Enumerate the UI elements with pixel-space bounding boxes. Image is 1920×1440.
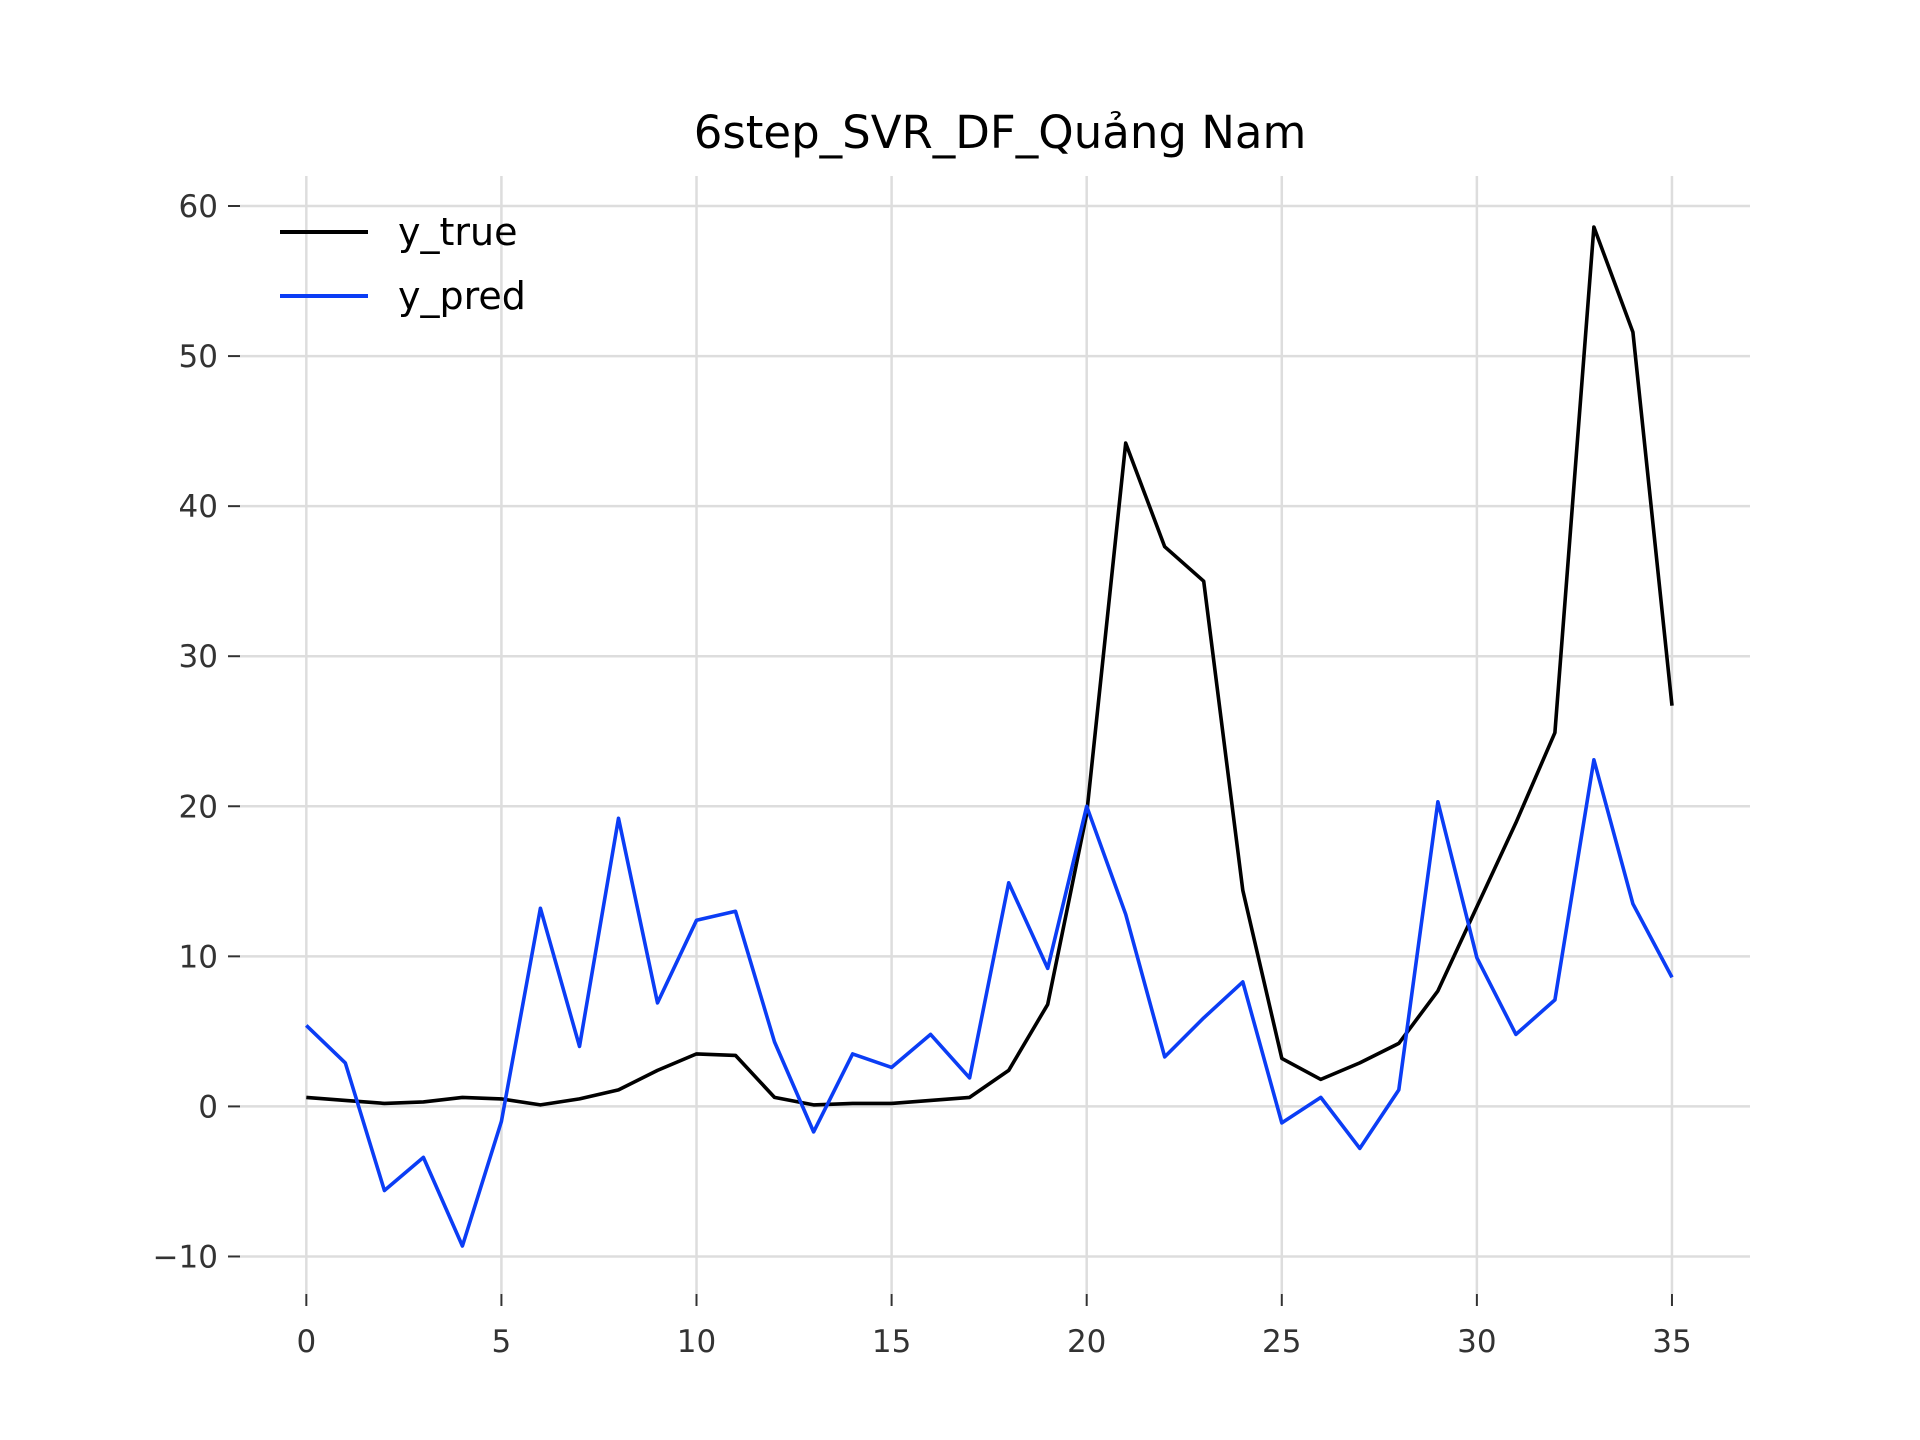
x-tick-label: 10: [677, 1324, 716, 1360]
axis-ticks: 0 5 10 15 20 25 30 35 −10 0 10 20 30 40 50 60: [153, 189, 1692, 1360]
x-tick-label: 5: [492, 1324, 512, 1360]
series-line-y-true: [306, 225, 1674, 1107]
x-tick-label: 20: [1067, 1324, 1106, 1360]
y-tick-label: 60: [179, 189, 218, 225]
y-tick-label: 20: [179, 789, 218, 825]
x-tick-label: 30: [1457, 1324, 1496, 1360]
series-line-y-pred: [305, 757, 1674, 1248]
y-tick-label: 40: [179, 489, 218, 525]
series-layer: [305, 225, 1674, 1248]
chart-title: 6step_SVR_DF_Quảng Nam: [694, 106, 1307, 159]
legend-label-y-pred: y_pred: [398, 274, 526, 318]
x-tick-label: 0: [296, 1324, 316, 1360]
x-tick-label: 35: [1652, 1324, 1691, 1360]
x-tick-label: 15: [872, 1324, 911, 1360]
legend-label-y-true: y_true: [398, 210, 517, 254]
x-tick-label: 25: [1262, 1324, 1301, 1360]
y-tick-label: 30: [179, 639, 218, 675]
y-tick-label: −10: [153, 1239, 218, 1275]
y-tick-label: 0: [198, 1089, 218, 1125]
grid: [240, 176, 1750, 1294]
legend: y_true y_pred: [280, 210, 526, 318]
y-tick-label: 10: [179, 939, 218, 975]
y-tick-label: 50: [179, 339, 218, 375]
